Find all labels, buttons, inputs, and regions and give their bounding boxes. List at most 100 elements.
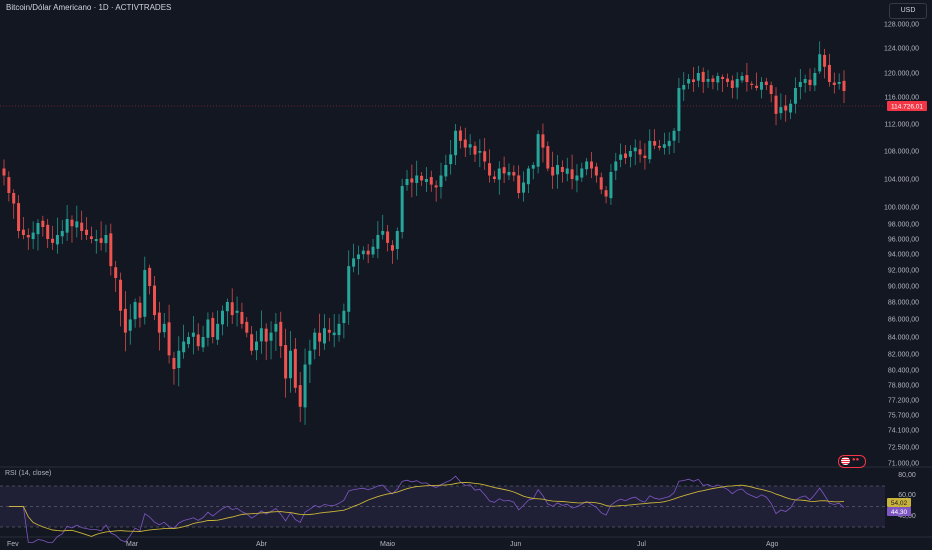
candle-body [808,79,812,85]
candle-body [512,172,516,176]
price-axis-tick: 80.400,00 [888,368,919,375]
candle-body [672,130,676,141]
candle-body [827,64,831,82]
candle-body [570,169,574,179]
candle-body [308,350,312,365]
candle-body [551,167,555,176]
candle-body [216,323,220,340]
candle-body [706,79,710,82]
candle-body [740,76,744,81]
candle-body [546,146,550,169]
candle-body [313,332,317,350]
candle-body [119,279,123,311]
price-axis-tick: 72.500,00 [888,445,919,452]
rsi-axis-tick: 80,00 [898,472,916,479]
candle-body [643,155,647,158]
candle-body [716,76,720,83]
candle-body [628,151,632,157]
candle-body [75,221,79,228]
candle-body [449,154,453,165]
candle-body [696,73,700,81]
candle-body [444,165,448,177]
candle-body [337,323,341,336]
candle-body [288,350,292,379]
candle-body [390,245,394,251]
last-price-value: 114.726,01 [891,104,923,111]
candle-body [653,141,657,146]
price-axis-tick: 96.000,00 [888,237,919,244]
candle-body [497,168,501,180]
rsi-ma-line [8,481,845,537]
rsi-axis-tick: 40,00 [898,513,916,520]
candle-body [327,329,331,333]
candle-body [259,328,263,342]
rsi-value: 44,30 [891,509,908,516]
price-axis-tick: 74.100,00 [888,428,919,435]
rsi-value-tag [887,507,911,516]
candle-body [609,172,613,199]
candle-body [371,246,375,255]
price-axis-tick: 100.000,00 [884,205,919,212]
candle-body [735,79,739,88]
candle-body [463,139,467,148]
candle-body [565,168,569,174]
candle-body [721,76,725,79]
candle-body [488,163,492,176]
rsi-axis-tick: 60,00 [898,492,916,499]
candle-body [322,328,326,344]
candle-body [7,177,11,193]
candle-body [560,167,564,172]
candle-body [585,161,589,170]
candle-body [26,235,30,238]
candle-body [109,233,113,267]
candle-body [138,302,142,318]
candle-body [832,82,836,85]
last-price-tag [887,101,927,111]
price-axis-tick: 84.000,00 [888,335,919,342]
candle-body [454,130,458,156]
price-axis-tick: 128.000,00 [884,22,919,29]
candle-body [332,332,336,336]
candle-body [769,85,773,94]
candle-body [182,341,186,353]
candle-body [240,311,244,324]
candle-body [789,103,793,113]
price-axis-tick: 78.800,00 [888,383,919,390]
price-axis-tick: 77.200,00 [888,398,919,405]
candle-body [536,134,540,167]
candle-body [405,179,409,186]
chart-title: Bitcoin/Dólar Americano · 1D · ACTIVTRAD… [6,3,172,12]
price-axis-tick: 116.000,00 [884,95,919,102]
candle-body [526,168,530,185]
candle-body [823,54,827,67]
candle-body [420,175,424,181]
currency-button[interactable]: USD [889,3,927,19]
candle-body [507,172,511,176]
events-badge[interactable]: ●● [838,455,866,468]
candle-body [711,78,715,82]
candle-body [206,319,210,338]
candle-body [225,302,229,312]
candle-body [458,130,462,141]
candle-body [148,267,152,286]
candle-body [478,151,482,153]
candle-body [21,229,25,235]
price-axis-tick: 75.700,00 [888,413,919,420]
candle-body [220,310,224,325]
candle-body [439,175,443,187]
price-axis-tick: 120.000,00 [884,71,919,78]
candle-body [682,85,686,90]
candle-body [167,322,171,356]
candle-body [70,219,74,227]
candle-body [128,319,132,331]
candle-body [614,161,618,171]
price-axis-tick: 108.000,00 [884,149,919,156]
candle-body [46,224,50,239]
time-axis-tick: Mar [126,541,139,548]
candle-body [143,270,147,317]
candle-body [366,250,370,255]
candle-body [133,302,137,320]
candle-body [842,80,846,91]
candle-body [556,165,560,175]
